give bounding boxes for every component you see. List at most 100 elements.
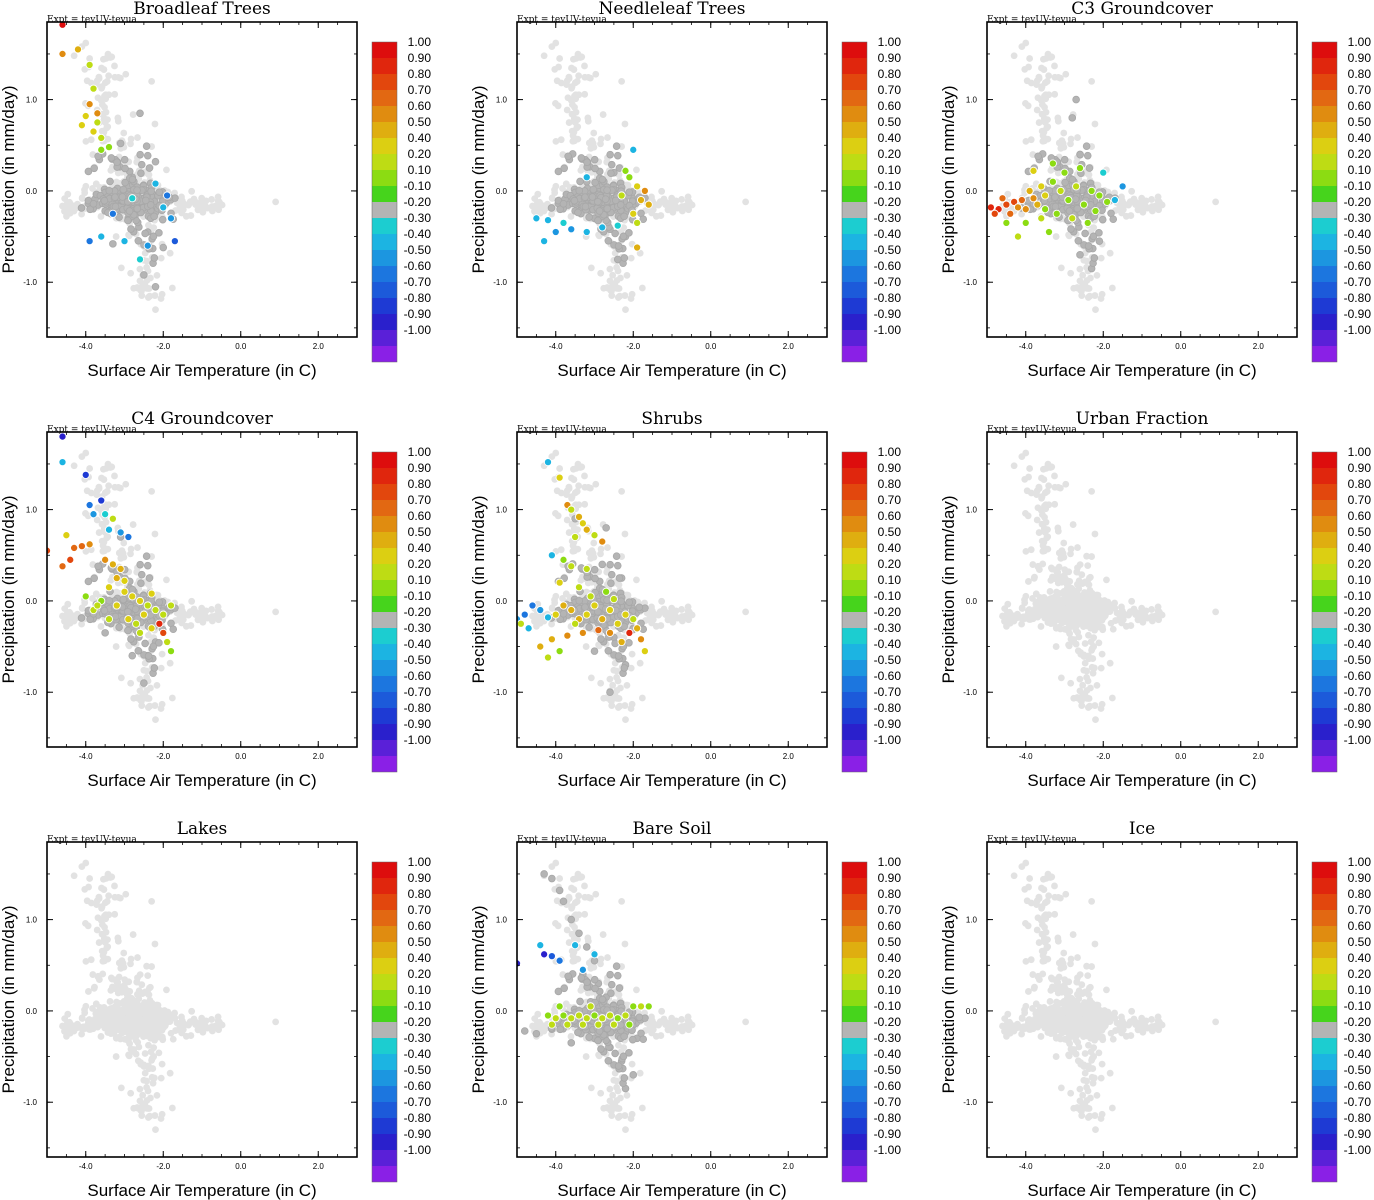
- background-point: [185, 611, 193, 618]
- background-point: [93, 491, 101, 499]
- background-point: [145, 631, 152, 639]
- colored-point: [1021, 205, 1030, 214]
- background-point: [742, 198, 750, 206]
- background-point: [151, 292, 159, 299]
- colored-point: [559, 218, 568, 227]
- colorbar-label: -0.20: [404, 195, 432, 209]
- gray-point: [611, 196, 620, 205]
- background-point: [573, 78, 581, 85]
- background-point: [78, 620, 86, 628]
- colored-point: [93, 109, 102, 118]
- background-point: [1091, 120, 1099, 128]
- background-point: [1097, 295, 1105, 302]
- background-point: [1047, 166, 1055, 174]
- background-point: [1127, 212, 1135, 219]
- gray-point: [1065, 207, 1074, 215]
- colored-point: [163, 191, 172, 200]
- gray-point: [588, 193, 597, 201]
- background-point: [89, 185, 96, 192]
- colorbar-swatch: [372, 298, 397, 314]
- background-point: [668, 201, 676, 209]
- colored-point: [1075, 164, 1085, 173]
- background-point: [138, 697, 145, 705]
- colorbar-swatch: [842, 170, 867, 186]
- background-point: [100, 55, 107, 63]
- background-point: [572, 91, 580, 99]
- background-point: [97, 623, 105, 630]
- colored-point: [1072, 182, 1081, 191]
- background-point: [1033, 81, 1041, 89]
- gray-point: [143, 151, 152, 160]
- background-point: [1108, 284, 1116, 292]
- colorbar-label: -0.90: [1344, 307, 1372, 321]
- background-point: [575, 72, 583, 80]
- background-point: [95, 483, 103, 491]
- background-point: [70, 462, 78, 470]
- colorbar-frame: [371, 41, 398, 363]
- colored-point: [85, 100, 94, 109]
- colored-point: [621, 166, 630, 175]
- background-point: [178, 607, 186, 615]
- gray-point: [1061, 178, 1069, 187]
- colored-point: [1091, 206, 1100, 216]
- background-point: [215, 206, 223, 214]
- colorbar-swatch: [1312, 138, 1337, 154]
- background-point: [214, 193, 222, 201]
- background-point: [552, 182, 560, 190]
- gray-point: [1095, 237, 1104, 245]
- background-point: [187, 212, 195, 219]
- background-point: [1042, 91, 1050, 99]
- background-point: [103, 78, 111, 85]
- background-point: [559, 185, 566, 192]
- background-point: [581, 62, 588, 70]
- gray-point: [1076, 251, 1084, 259]
- gray-point: [155, 188, 164, 196]
- gray-point: [594, 216, 602, 225]
- x-tick-label: -4.0: [1019, 342, 1033, 351]
- background-point: [145, 581, 153, 589]
- colorbar-label: -0.70: [404, 275, 432, 289]
- background-point: [568, 64, 575, 72]
- gray-point: [639, 215, 648, 224]
- background-point: [98, 84, 105, 92]
- background-point: [112, 233, 120, 240]
- background-point: [592, 70, 600, 78]
- background-point: [1043, 78, 1051, 85]
- colorbar-label: 1.00: [408, 35, 432, 49]
- colorbar-swatch: [842, 266, 867, 282]
- background-point: [105, 482, 113, 490]
- colored-point: [1048, 159, 1057, 168]
- x-tick-label: -2.0: [626, 342, 640, 351]
- points-layer: [987, 39, 1220, 314]
- gray-point: [86, 205, 94, 214]
- background-point: [104, 460, 112, 468]
- gray-point: [564, 152, 572, 161]
- colorbar-label: -0.80: [874, 291, 902, 305]
- background-point: [1079, 271, 1087, 279]
- background-point: [70, 52, 78, 60]
- gray-point: [601, 195, 610, 203]
- background-point: [1094, 181, 1102, 189]
- background-point: [540, 52, 548, 60]
- background-point: [107, 166, 115, 174]
- background-point: [103, 488, 111, 495]
- background-point: [1022, 137, 1030, 145]
- colored-point: [1029, 194, 1038, 203]
- background-point: [153, 681, 161, 689]
- background-point: [1038, 84, 1045, 92]
- y-tick-label: 1.0: [496, 96, 508, 105]
- background-point: [78, 453, 86, 461]
- background-point: [153, 271, 161, 279]
- background-point: [1076, 265, 1084, 273]
- gray-point: [140, 679, 148, 687]
- background-point: [1051, 90, 1059, 98]
- background-point: [1212, 198, 1220, 206]
- gray-point: [570, 196, 579, 205]
- background-point: [638, 284, 646, 292]
- background-point: [111, 90, 119, 98]
- background-point: [143, 687, 151, 694]
- colored-point: [617, 191, 626, 200]
- gray-point: [607, 169, 615, 178]
- background-point: [606, 277, 614, 285]
- background-point: [93, 516, 101, 524]
